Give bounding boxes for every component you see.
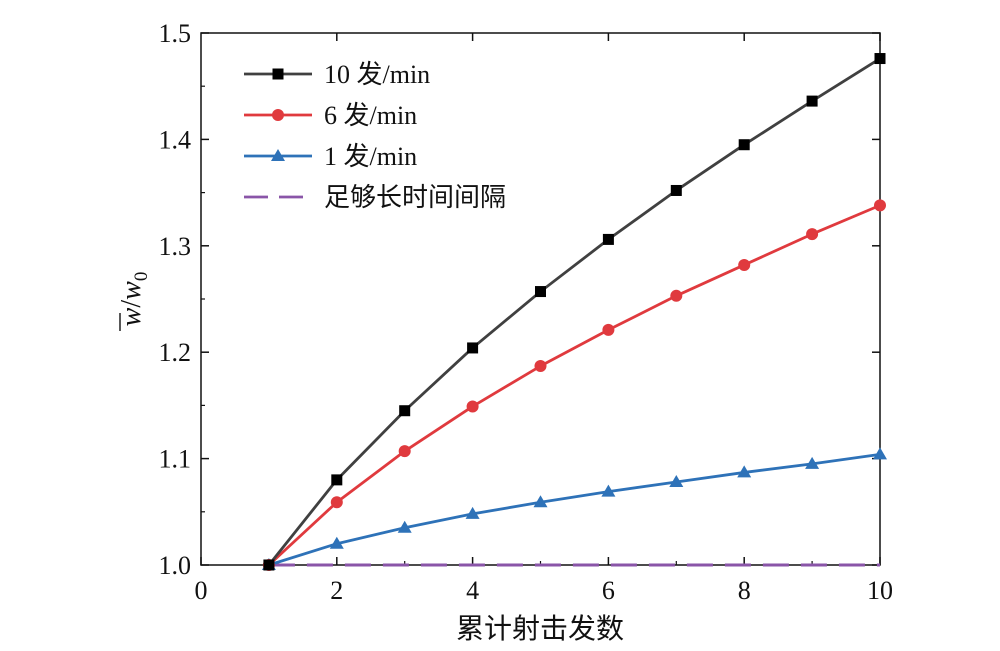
data-point [737, 465, 752, 478]
data-point [601, 484, 616, 497]
data-point [399, 405, 411, 417]
legend-label: 1 发/min [324, 142, 417, 171]
y-tick-label: 1.2 [159, 338, 192, 367]
data-point [738, 258, 751, 271]
data-point [669, 475, 684, 488]
x-tick-label: 6 [602, 576, 615, 605]
data-point [466, 400, 479, 413]
data-point [670, 289, 683, 302]
data-point [263, 559, 275, 571]
data-point [398, 445, 411, 458]
y-tick-label: 1.1 [159, 445, 192, 474]
y-axis-label-denominator: w [116, 281, 147, 300]
data-point [738, 139, 750, 151]
legend-entry: 足够长时间间隔 [244, 183, 506, 212]
data-point [467, 342, 479, 354]
x-tick-label: 8 [738, 576, 751, 605]
y-tick-label: 1.0 [159, 551, 192, 580]
x-tick-label: 4 [466, 576, 479, 605]
axis-ticks: 0 2 4 6 8 10 1.0 1.1 1.2 1.3 1.4 1.5 [159, 19, 894, 605]
y-axis-label: w/w0 [116, 272, 152, 331]
data-point [874, 53, 886, 65]
x-tick-label: 10 [867, 576, 893, 605]
legend-label: 足够长时间间隔 [324, 183, 506, 212]
series-line [267, 204, 881, 567]
series-2 [262, 199, 886, 571]
x-tick-label: 0 [195, 576, 208, 605]
legend-marker [272, 109, 284, 121]
y-tick-label: 1.3 [159, 232, 192, 261]
data-point [465, 506, 480, 519]
plot-frame [200, 32, 881, 566]
data-point [873, 447, 887, 460]
data-point [329, 536, 344, 549]
x-tick-label: 2 [330, 576, 343, 605]
y-tick-label: 1.5 [159, 19, 192, 48]
series-line [267, 57, 881, 566]
svg-text:w/w0: w/w0 [116, 272, 152, 327]
data-point [874, 199, 886, 212]
y-axis-label-separator: / [116, 300, 147, 308]
data-point [397, 520, 412, 533]
legend-entry: 1 发/min [244, 142, 417, 171]
data-point [805, 456, 820, 469]
y-axis-label-subscript: 0 [131, 272, 152, 282]
data-point [330, 496, 343, 509]
data-point [670, 184, 682, 196]
series-line [268, 452, 881, 567]
legend-label: 10 发/min [324, 60, 430, 89]
y-axis-label-main: w [116, 307, 147, 326]
data-point [806, 95, 818, 107]
series-3 [261, 447, 887, 570]
data-point [806, 228, 819, 241]
data-point [602, 323, 615, 336]
series-group [261, 53, 887, 571]
legend-marker [271, 149, 285, 161]
data-point [535, 286, 546, 298]
legend-entry: 10 发/min [244, 60, 430, 89]
x-axis-label: 累计射击发数 [456, 612, 624, 645]
data-point [534, 360, 547, 373]
legend: 10 发/min 6 发/min 1 发/min 足够长时间间隔 [244, 60, 506, 212]
legend-marker [272, 68, 284, 80]
y-tick-label: 1.4 [159, 125, 192, 154]
data-point [331, 474, 343, 486]
data-point [533, 495, 548, 508]
legend-label: 6 发/min [324, 101, 417, 130]
data-point [602, 233, 614, 245]
legend-entry: 6 发/min [244, 101, 417, 130]
series-1 [263, 53, 886, 571]
